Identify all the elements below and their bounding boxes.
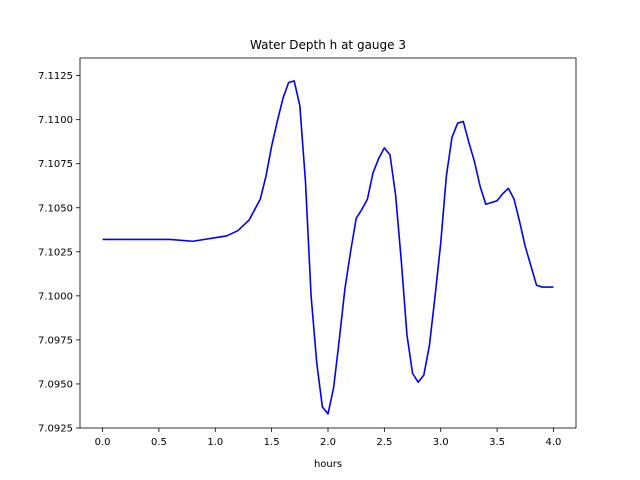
y-tick-label: 7.1075: [38, 159, 73, 170]
x-tick-label: 0.0: [95, 437, 111, 448]
chart-title: Water Depth h at gauge 3: [250, 38, 406, 52]
x-tick-label: 1.5: [264, 437, 280, 448]
series-layer: [102, 80, 554, 415]
x-axis-ticks: 0.0 0.5 1.0 1.5 2.0 2.5 3.0 3.5 4.0: [95, 428, 562, 448]
x-tick-label: 0.5: [151, 437, 167, 448]
x-axis-label: hours: [314, 459, 342, 470]
x-tick-label: 2.0: [320, 437, 336, 448]
y-tick-label: 7.1025: [38, 247, 73, 258]
y-tick-label: 7.1050: [38, 203, 73, 214]
y-tick-label: 7.1000: [38, 291, 73, 302]
series-line-0: [102, 80, 554, 415]
x-tick-label: 2.5: [376, 437, 392, 448]
x-tick-label: 4.0: [546, 437, 562, 448]
plot-frame: [79, 57, 577, 429]
plot-area: [80, 58, 576, 428]
x-tick-label: 1.0: [207, 437, 223, 448]
y-tick-label: 7.1125: [38, 71, 73, 82]
y-tick-label: 7.0975: [38, 335, 73, 346]
y-tick-label: 7.0925: [38, 424, 73, 435]
y-axis-ticks: 7.0925 7.0950 7.0975 7.1000 7.1025 7.1050 7.10…: [38, 71, 80, 435]
x-tick-label: 3.0: [433, 437, 449, 448]
y-tick-label: 7.0950: [38, 379, 73, 390]
y-tick-label: 7.1100: [38, 115, 73, 126]
x-tick-label: 3.5: [489, 437, 505, 448]
